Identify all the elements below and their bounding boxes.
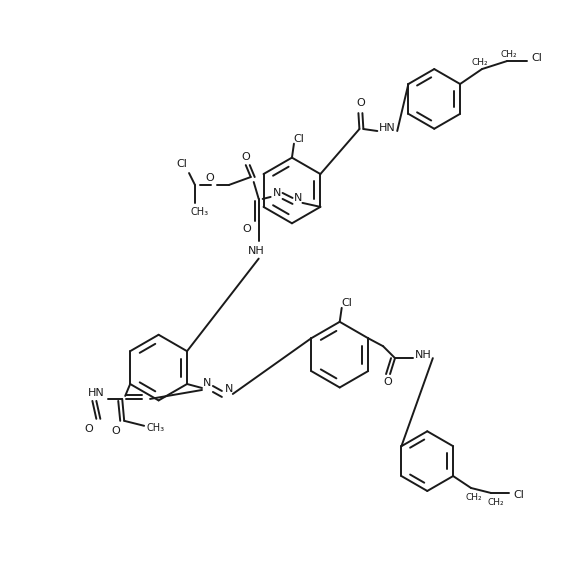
Text: O: O — [205, 173, 215, 183]
Text: HN: HN — [379, 123, 396, 133]
Text: O: O — [356, 98, 365, 108]
Text: CH₂: CH₂ — [488, 498, 504, 508]
Text: O: O — [242, 152, 250, 162]
Text: CH₂: CH₂ — [466, 493, 482, 502]
Text: Cl: Cl — [531, 53, 542, 63]
Text: Cl: Cl — [513, 490, 524, 500]
Text: N: N — [225, 384, 233, 394]
Text: N: N — [294, 193, 303, 203]
Text: CH₃: CH₃ — [147, 423, 165, 433]
Text: CH₂: CH₂ — [501, 50, 517, 59]
Text: NH: NH — [414, 350, 431, 360]
Text: O: O — [383, 377, 392, 387]
Text: NH: NH — [248, 246, 265, 255]
Text: O: O — [243, 224, 251, 234]
Text: N: N — [272, 188, 281, 198]
Text: N: N — [203, 378, 211, 388]
Text: HN: HN — [88, 388, 105, 398]
Text: O: O — [84, 424, 93, 434]
Text: Cl: Cl — [177, 159, 187, 169]
Text: Cl: Cl — [293, 134, 305, 144]
Text: CH₃: CH₃ — [191, 207, 209, 217]
Text: O: O — [112, 426, 120, 436]
Text: Cl: Cl — [341, 298, 352, 308]
Text: CH₂: CH₂ — [472, 57, 488, 67]
